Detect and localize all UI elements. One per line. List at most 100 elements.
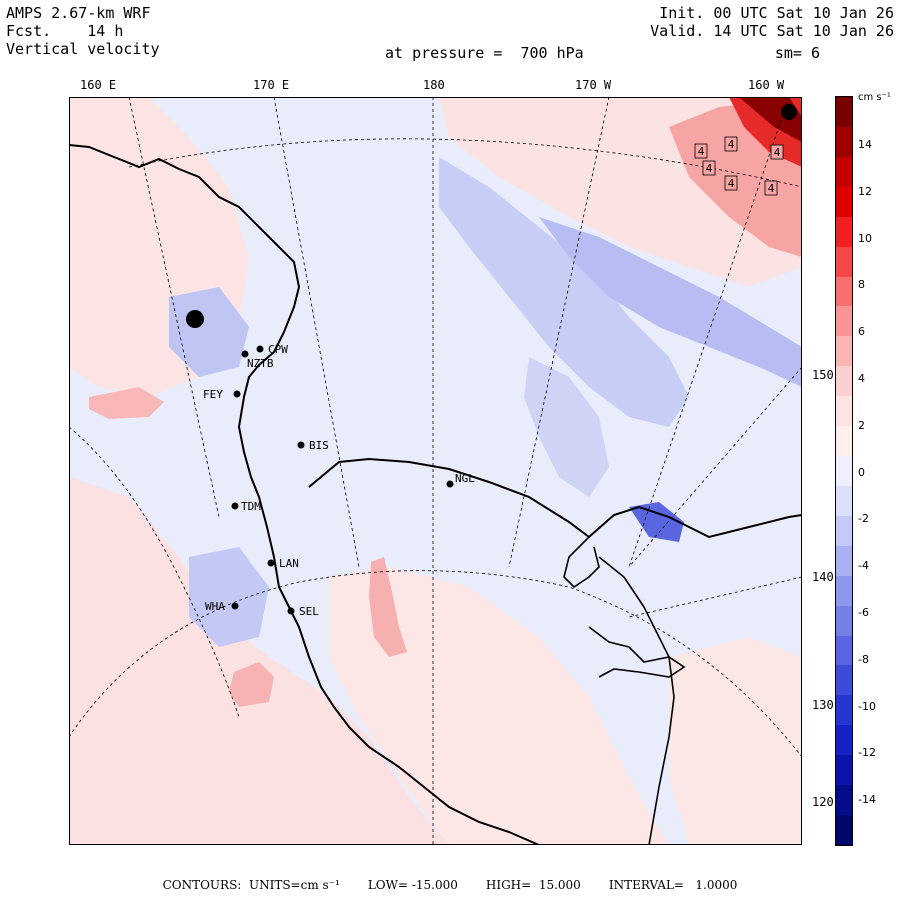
header-right: Init. 00 UTC Sat 10 Jan 26 Valid. 14 UTC … [650,4,894,40]
colorbar-segment [836,276,852,307]
colorbar-segment [836,635,852,666]
colorbar-tick-label: 10 [858,231,872,245]
colorbar-tick-label: 2 [858,418,865,432]
header-left: AMPS 2.67-km WRF Fcst. 14 h Vertical veloc… [6,4,160,58]
contour-label-6: 4 [764,180,778,196]
colorbar-tick-label: 8 [858,278,865,292]
smoothing-value: sm= 6 [774,44,820,62]
station-nztb: NZTB [241,350,274,370]
colorbar-segment [836,426,852,457]
colorbar-tick-label: 6 [858,325,865,339]
footer-contours: CONTOURS: UNITS=cm s⁻¹ [162,878,340,892]
svg-text:4: 4 [728,138,735,151]
svg-text:FEY: FEY [203,388,223,401]
colorbar-tick-label: 0 [858,465,865,479]
meridian-160w [628,97,790,568]
colorbar-segment [836,665,852,696]
footer-low: LOW= -15.000 [367,878,458,892]
lon-label-160e: 160 E [80,78,117,92]
svg-text:NZTB: NZTB [247,357,274,370]
contour-label-5: 4 [724,175,738,191]
station-cpw: CPW [256,343,288,356]
colorbar-tick-label: 4 [858,372,865,385]
colorbar-segment [836,485,852,517]
svg-text:SEL: SEL [299,605,319,618]
svg-text:CPW: CPW [268,343,288,356]
pink-region-southwest [69,477,449,845]
svg-text:4: 4 [698,145,705,158]
station-fey: FEY [203,388,241,401]
svg-text:4: 4 [774,146,781,159]
colorbar-segment [836,605,852,637]
colorbar-segment [836,186,852,218]
colorbar-unit: cm s⁻¹ [858,92,891,103]
station-sel: SEL [287,605,319,618]
vertical-velocity-map: 4 4 4 4 4 4 CPW NZTB FEY BIS NGL TDM LAN [69,97,802,845]
pink-blob-center [369,557,407,657]
colorbar-segment [836,815,852,846]
colorbar-tick-label: -2 [858,512,869,526]
blue-patch-southwest [189,547,269,647]
contour-label-4: 4 [702,160,716,176]
lon-label-160w: 160 W [748,78,785,92]
pressure-level: at pressure = 700 hPa [385,44,584,62]
coastline-victoria-land [69,144,540,845]
model-title: AMPS 2.67-km WRF [6,4,151,22]
svg-text:TDM: TDM [241,500,261,513]
pink-region-south [329,567,669,845]
colorbar-segment [836,366,852,397]
colorbar-segment [836,545,852,577]
colorbar-frame [835,96,853,846]
contour-label-2: 4 [724,136,738,152]
colorbar-segment [836,755,852,786]
colorbar-tick-label: -6 [858,606,869,619]
parallel-west [69,426,240,718]
field-name: Vertical velocity [6,40,160,58]
colorbar-segment [836,246,852,277]
blue-band-northeast [539,217,802,387]
colorbar-segment [836,306,852,337]
valid-time: Valid. 14 UTC Sat 10 Jan 26 [650,22,894,40]
fcst-value: 14 h [87,22,124,40]
parallel-south [69,570,802,758]
colorbar-segment [836,695,852,726]
colorbar-segment [836,216,852,248]
colorbar-segment [836,336,852,367]
colorbar-tick-label: 12 [858,184,872,198]
svg-text:LAN: LAN [279,557,299,570]
station-tdm: TDM [231,500,261,513]
svg-text:NGL: NGL [455,472,475,485]
station-lan: LAN [267,557,299,570]
meridian-150w [628,366,802,568]
station-markers: CPW NZTB FEY BIS NGL TDM LAN WHA SEL [203,343,475,618]
ross-ice-shelf-front [308,457,802,539]
meridian-170e [273,97,360,568]
colorbar-segment [836,156,852,188]
svg-text:4: 4 [706,162,713,175]
contour-label-3: 4 [770,144,784,160]
map-frame [69,97,802,845]
colorbar-segment [836,575,852,607]
colorbar-segment [836,97,852,128]
fcst-label: Fcst. [6,22,52,40]
contour-label-group: 4 4 4 4 4 4 [694,136,784,196]
footer-interval: INTERVAL= 1.0000 [608,878,738,892]
svg-text:4: 4 [728,177,735,190]
meridian-170w [508,97,610,568]
lon-label-170e: 170 E [253,78,290,92]
colorbar-tick-label: -10 [858,699,876,713]
colorbar-tick-label: 14 [858,138,872,151]
strong-descent-core [186,310,204,328]
svg-text:BIS: BIS [309,439,329,452]
pink-region-southeast [669,637,802,845]
forecast-hour: Fcst. 14 h [6,22,160,40]
station-wha: WHA [205,600,239,613]
blue-patch-west [169,287,249,377]
colorbar-segment [836,515,852,547]
svg-text:4: 4 [768,182,775,195]
graticule [69,97,802,845]
init-time: Init. 00 UTC Sat 10 Jan 26 [659,4,894,22]
blue-band-central [439,157,689,427]
colorbar-segment [836,396,852,427]
coastline-east-loop [588,626,686,678]
